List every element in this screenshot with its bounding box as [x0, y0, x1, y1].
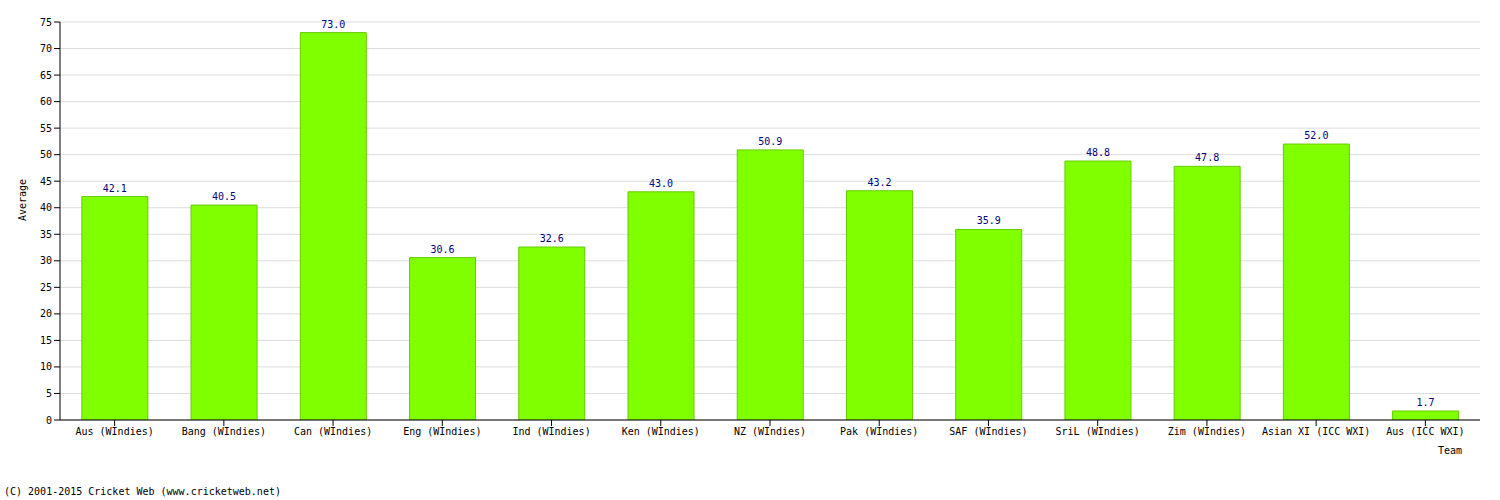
svg-text:35: 35 [40, 229, 52, 240]
svg-text:Pak (WIndies): Pak (WIndies) [840, 426, 918, 437]
svg-text:43.2: 43.2 [867, 177, 891, 188]
svg-text:Ken (WIndies): Ken (WIndies) [622, 426, 700, 437]
svg-text:Average: Average [17, 179, 28, 221]
svg-text:5: 5 [46, 388, 52, 399]
svg-text:Aus (WIndies): Aus (WIndies) [75, 426, 153, 437]
svg-text:SAF (WIndies): SAF (WIndies) [949, 426, 1027, 437]
svg-text:10: 10 [40, 361, 52, 372]
svg-text:Bang (WIndies): Bang (WIndies) [182, 426, 266, 437]
svg-text:60: 60 [40, 96, 52, 107]
svg-text:40.5: 40.5 [212, 191, 236, 202]
svg-text:50.9: 50.9 [758, 136, 782, 147]
svg-text:43.0: 43.0 [649, 178, 673, 189]
svg-text:52.0: 52.0 [1304, 130, 1328, 141]
svg-text:48.8: 48.8 [1086, 147, 1110, 158]
svg-text:73.0: 73.0 [321, 19, 345, 30]
svg-text:Aus (ICC WXI): Aus (ICC WXI) [1386, 426, 1464, 437]
svg-text:Team: Team [1438, 445, 1462, 456]
svg-text:75: 75 [40, 17, 52, 28]
svg-text:70: 70 [40, 43, 52, 54]
svg-text:0: 0 [46, 415, 52, 426]
svg-text:Ind (WIndies): Ind (WIndies) [512, 426, 590, 437]
svg-text:40: 40 [40, 202, 52, 213]
svg-text:20: 20 [40, 308, 52, 319]
svg-text:Eng (WIndies): Eng (WIndies) [403, 426, 481, 437]
svg-text:NZ (WIndies): NZ (WIndies) [734, 426, 806, 437]
html-text:(C) 2001-2015 Cricket Web (www: (C) 2001-2015 Cricket Web (www.cricketwe… [4, 486, 281, 497]
svg-text:55: 55 [40, 123, 52, 134]
svg-text:Can (WIndies): Can (WIndies) [294, 426, 372, 437]
svg-text:42.1: 42.1 [103, 183, 127, 194]
svg-text:25: 25 [40, 282, 52, 293]
svg-text:15: 15 [40, 335, 52, 346]
svg-text:1.7: 1.7 [1417, 397, 1435, 408]
svg-text:30: 30 [40, 255, 52, 266]
svg-text:30.6: 30.6 [430, 244, 454, 255]
svg-text:32.6: 32.6 [540, 233, 564, 244]
svg-text:45: 45 [40, 176, 52, 187]
svg-text:50: 50 [40, 149, 52, 160]
svg-text:Zim (WIndies): Zim (WIndies) [1168, 426, 1246, 437]
svg-text:47.8: 47.8 [1195, 152, 1219, 163]
svg-text:SriL (WIndies): SriL (WIndies) [1056, 426, 1140, 437]
svg-text:65: 65 [40, 70, 52, 81]
svg-text:35.9: 35.9 [977, 215, 1001, 226]
svg-text:Asian XI (ICC WXI): Asian XI (ICC WXI) [1262, 426, 1370, 437]
